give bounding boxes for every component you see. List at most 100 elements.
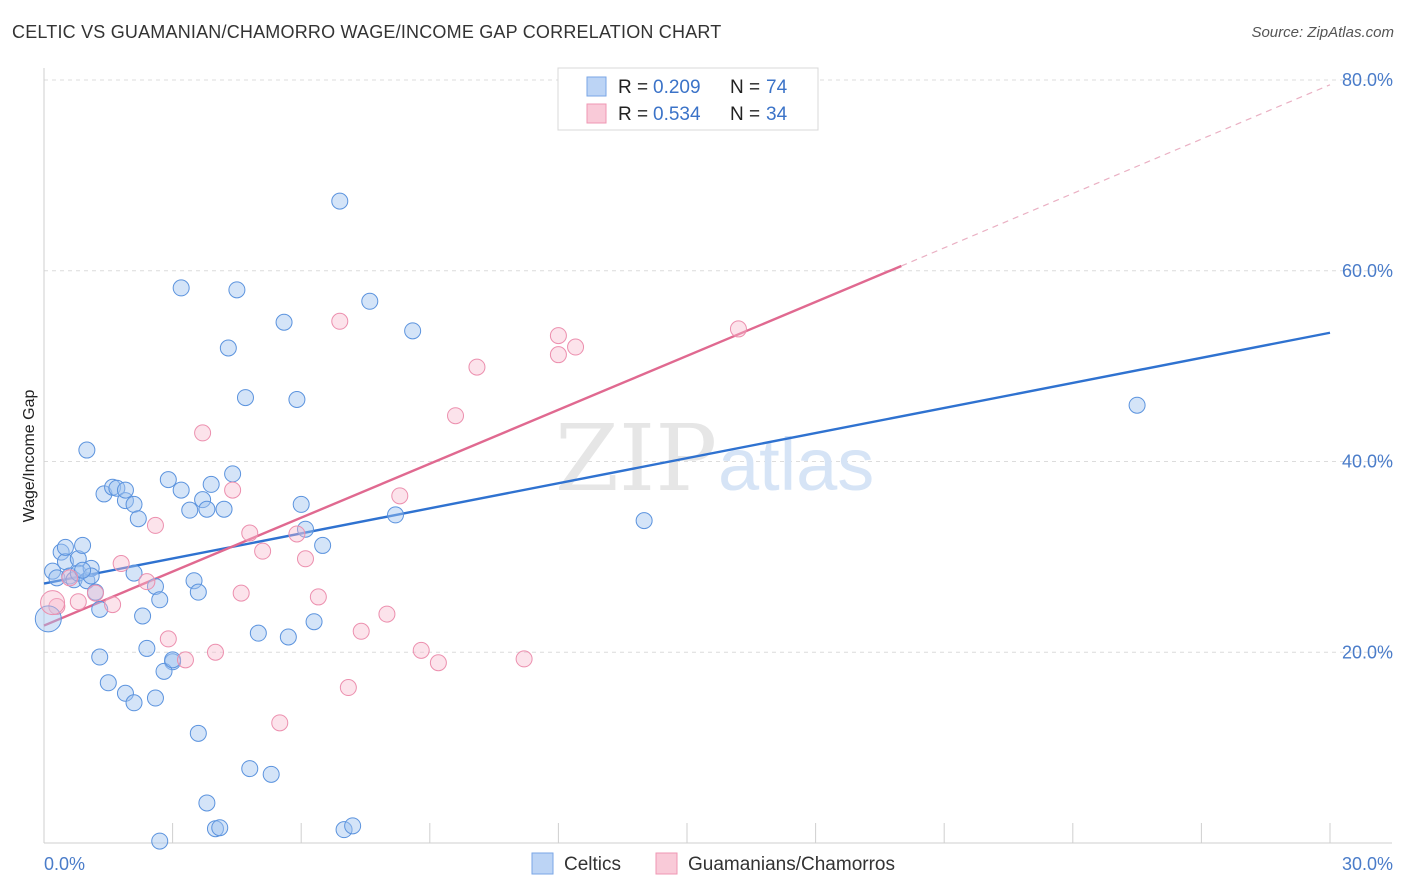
guamanian-point <box>176 651 194 669</box>
celtics-point <box>74 536 92 554</box>
guamanian-point <box>468 358 486 376</box>
legend-r-value-0: 0.209 <box>653 77 701 98</box>
celtics-point <box>228 281 246 299</box>
guamanian-point <box>309 588 327 606</box>
celtics-point <box>194 491 212 509</box>
celtics-point <box>215 500 233 518</box>
celtics-point <box>361 292 379 310</box>
y-tick-label: 20.0% <box>1342 642 1393 662</box>
guamanian-point <box>48 597 66 615</box>
celtics-point <box>331 192 349 210</box>
celtics-point <box>211 819 229 837</box>
guamanian-point <box>339 679 357 697</box>
y-tick-label: 40.0% <box>1342 452 1393 472</box>
legend-r-value-1: 0.534 <box>653 104 701 125</box>
trend-lines <box>43 84 1331 627</box>
bottom-swatch-guamanians <box>655 852 678 875</box>
guamanian-point <box>352 622 370 640</box>
celtics-point <box>74 561 92 579</box>
celtics-point <box>34 605 62 633</box>
celtics-trend-line <box>43 331 1331 585</box>
bottom-legend-celtics: Celtics <box>564 854 621 875</box>
guamanian-point <box>331 312 349 330</box>
celtics-point <box>172 279 190 297</box>
guamanian-point <box>159 630 177 648</box>
watermark-atlas: atlas <box>718 423 874 506</box>
guamanian-point <box>206 643 224 661</box>
bottom-legend-guamanians: Guamanians/Chamorros <box>688 854 895 875</box>
celtics-point <box>125 694 143 712</box>
celtics-point <box>314 536 332 554</box>
celtics-point <box>159 471 177 489</box>
legend-n-label-1: N = <box>730 104 760 125</box>
guamanian-point <box>241 524 259 542</box>
legend-r-label-1: R = <box>618 104 648 125</box>
y-tick-label: 60.0% <box>1342 261 1393 281</box>
celtics-point <box>48 569 66 587</box>
guamanian-point <box>86 584 104 602</box>
guamanian-point <box>138 573 156 591</box>
celtics-point <box>296 520 314 538</box>
celtics-point <box>134 607 152 625</box>
celtics-point <box>78 441 96 459</box>
series-legend: Celtics Guamanians/Chamorros <box>531 852 895 875</box>
guamanian-point <box>567 338 585 356</box>
celtics-point <box>305 613 323 631</box>
guamanian-point <box>232 584 250 602</box>
data-points <box>34 192 1146 850</box>
y-tick-labels: 20.0% 40.0% 60.0% 80.0% <box>1342 70 1393 662</box>
axes <box>43 68 1392 844</box>
guamanian-point <box>429 654 447 672</box>
celtics-point <box>116 684 134 702</box>
celtics-point <box>198 794 216 812</box>
y-axis-title: Wage/Income Gap <box>21 390 38 523</box>
source-label: Source: ZipAtlas.com <box>1251 24 1394 41</box>
guamanian-point <box>146 516 164 534</box>
guamanian-point <box>40 590 66 616</box>
guamanian-point <box>112 555 130 573</box>
celtics-point <box>262 765 280 783</box>
celtics-point <box>387 506 405 524</box>
bottom-swatch-celtics <box>531 852 554 875</box>
guamanian-point <box>61 569 79 587</box>
celtics-point <box>164 651 182 669</box>
celtics-point <box>224 465 242 483</box>
celtics-point <box>146 689 164 707</box>
guamanian-point <box>194 424 212 442</box>
guamanian-point <box>288 525 306 543</box>
guamanian-point <box>447 407 465 425</box>
celtics-point <box>172 481 190 499</box>
celtics-point <box>129 510 147 528</box>
celtics-point <box>116 481 134 499</box>
celtics-point <box>202 475 220 493</box>
chart-title: CELTIC VS GUAMANIAN/CHAMORRO WAGE/INCOME… <box>12 22 722 42</box>
x-tick-label-max: 30.0% <box>1342 854 1393 874</box>
celtics-point <box>236 389 254 407</box>
guamanian-point <box>549 327 567 345</box>
guamanian-point <box>515 650 533 668</box>
celtics-point <box>292 495 310 513</box>
celtics-point <box>125 495 143 513</box>
legend-n-value-0: 74 <box>766 77 788 98</box>
celtics-point <box>146 577 164 595</box>
celtics-point <box>1128 396 1146 414</box>
celtics-point <box>249 624 267 642</box>
celtics-point <box>99 674 117 692</box>
celtics-point <box>151 832 169 850</box>
celtics-point <box>69 550 87 568</box>
celtics-point <box>138 639 156 657</box>
celtics-point <box>404 322 422 340</box>
celtics-point <box>288 391 306 409</box>
celtics-point <box>91 648 109 666</box>
celtics-point <box>151 591 169 609</box>
guamanian-point <box>254 542 272 560</box>
celtics-point <box>185 572 203 590</box>
stats-legend: R = 0.209 N = 74 R = 0.534 N = 34 <box>557 67 819 131</box>
celtics-point <box>181 501 199 519</box>
celtics-point <box>335 821 353 839</box>
celtics-point <box>56 538 74 556</box>
legend-swatch-guamanians <box>586 103 607 124</box>
guamanian-trend-extension <box>901 84 1331 267</box>
guamanian-point <box>378 605 396 623</box>
